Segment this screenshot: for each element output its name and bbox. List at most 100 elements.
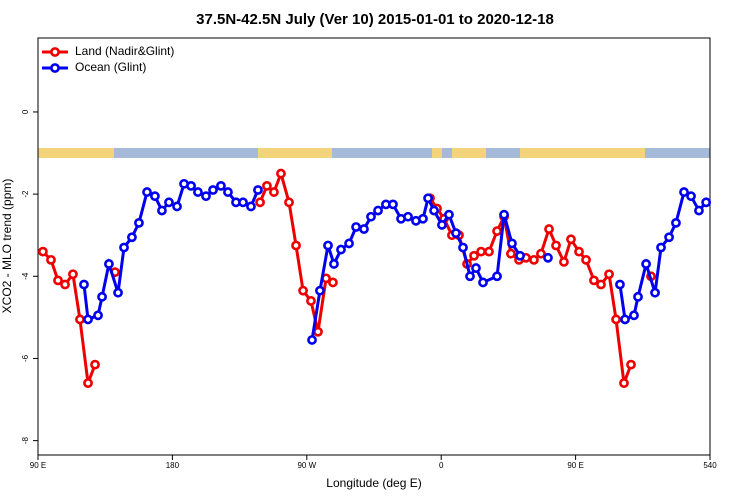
data-point: [276, 168, 286, 179]
data-point: [543, 252, 553, 263]
data-point: [201, 191, 211, 202]
y-tick-label: -4: [21, 272, 30, 280]
data-point: [46, 254, 56, 265]
data-point: [551, 240, 561, 251]
data-point: [269, 187, 279, 197]
data-point: [529, 254, 539, 265]
data-point: [671, 217, 681, 228]
y-tick-label: -6: [21, 354, 30, 362]
data-point: [492, 271, 502, 282]
data-point: [581, 254, 591, 265]
data-point: [451, 228, 461, 239]
data-point: [619, 378, 629, 389]
data-point: [544, 224, 554, 234]
data-point: [255, 197, 265, 208]
data-point: [291, 240, 301, 251]
data-point: [157, 205, 167, 216]
data-point: [315, 285, 325, 296]
data-point: [246, 201, 256, 212]
data-point: [444, 209, 454, 220]
land-strip: [38, 148, 114, 158]
data-point: [629, 310, 639, 321]
data-point: [216, 181, 226, 191]
data-point: [298, 285, 308, 296]
data-point: [469, 250, 479, 261]
y-axis-label: XCO2 - MLO trend (ppm): [0, 179, 14, 314]
series-line: [618, 189, 708, 322]
data-point: [68, 269, 78, 280]
data-point: [423, 193, 433, 204]
data-point: [75, 314, 85, 325]
data-point: [596, 279, 606, 290]
ocean-strip: [38, 148, 710, 158]
data-point: [359, 224, 369, 234]
data-point: [484, 246, 494, 257]
data-point: [208, 185, 218, 195]
data-point: [104, 259, 114, 269]
data-point: [478, 277, 488, 288]
legend-label: Ocean (Glint): [75, 60, 146, 74]
data-point: [664, 232, 674, 243]
data-point: [373, 205, 383, 216]
data-point: [686, 191, 696, 202]
x-tick-label: 90 E: [567, 461, 583, 470]
data-point: [650, 287, 660, 298]
data-point: [458, 242, 468, 253]
data-point: [471, 263, 481, 273]
x-axis-label: Longitude (deg E): [326, 476, 421, 490]
data-point: [113, 287, 123, 298]
x-tick-label: 90 W: [297, 461, 316, 470]
data-point: [60, 279, 70, 290]
data-point: [611, 314, 621, 325]
data-point: [186, 181, 196, 191]
data-point: [403, 211, 413, 222]
legend-marker: [50, 47, 60, 57]
data-point: [172, 201, 182, 212]
data-point: [507, 238, 517, 249]
data-point: [679, 187, 689, 197]
data-point: [388, 199, 398, 210]
data-point: [150, 191, 160, 202]
data-point: [437, 220, 447, 230]
data-point: [604, 269, 614, 280]
land-strip: [452, 148, 486, 158]
data-point: [515, 250, 525, 261]
data-point: [238, 197, 248, 208]
data-point: [262, 181, 272, 191]
legend-label: Land (Nadir&Glint): [75, 44, 174, 58]
data-point: [615, 279, 625, 290]
data-point: [53, 275, 63, 286]
data-point: [429, 205, 439, 216]
data-point: [142, 187, 152, 197]
data-point: [329, 259, 339, 269]
data-point: [465, 271, 475, 282]
data-point: [418, 213, 428, 224]
data-point: [193, 187, 203, 197]
data-point: [366, 211, 376, 222]
x-tick-label: 90 E: [30, 461, 46, 470]
data-point: [656, 242, 666, 253]
data-point: [536, 248, 546, 259]
data-point: [313, 326, 323, 337]
y-tick-label: -2: [21, 190, 30, 198]
data-point: [620, 314, 630, 325]
data-point: [626, 359, 636, 370]
y-tick-label: -8: [21, 437, 30, 445]
data-point: [134, 217, 144, 228]
data-point: [164, 197, 174, 208]
legend-marker: [50, 63, 60, 73]
x-tick-label: 180: [166, 461, 180, 470]
data-point: [506, 248, 516, 259]
x-tick-label: 540: [703, 461, 717, 470]
data-point: [119, 242, 129, 253]
data-point: [492, 226, 502, 236]
plot-frame: [37, 37, 711, 456]
data-point: [351, 222, 361, 232]
data-point: [90, 359, 100, 370]
y-tick-label: 0: [21, 109, 30, 114]
data-point: [476, 246, 486, 257]
land-strip: [258, 148, 332, 158]
data-point: [253, 185, 263, 195]
